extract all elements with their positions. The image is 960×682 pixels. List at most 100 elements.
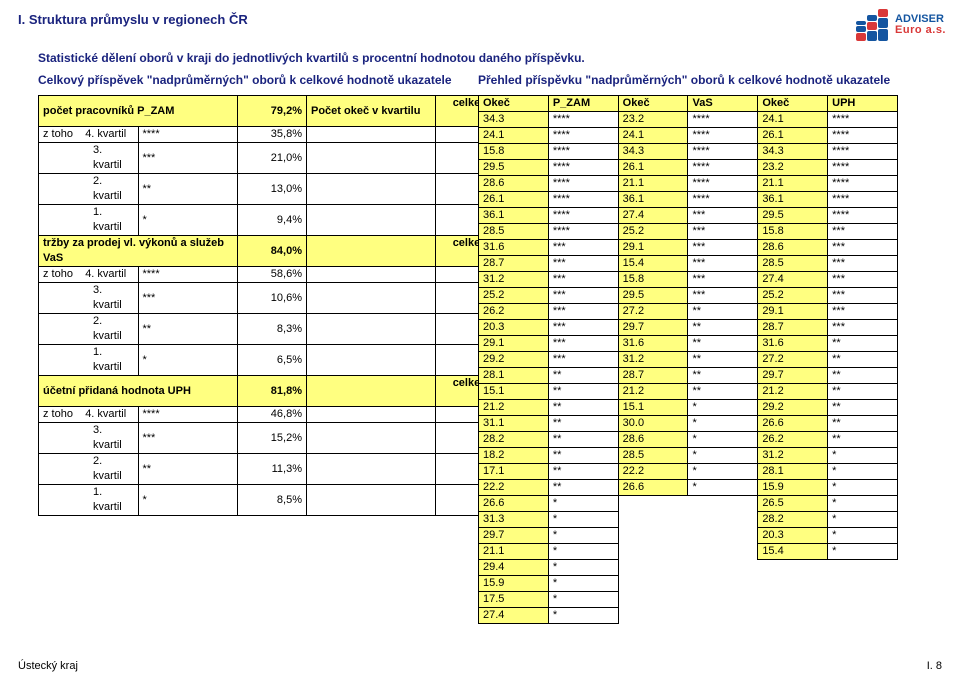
rt-cell: 29.2 <box>758 400 828 416</box>
rt-cell: 26.1 <box>479 192 549 208</box>
rt-cell <box>618 576 688 592</box>
lt-row-stars: ** <box>138 314 238 345</box>
lt-row-stars: **** <box>138 267 238 283</box>
rt-cell: ** <box>548 368 618 384</box>
rt-cell: 18.2 <box>479 448 549 464</box>
lt-row-stars: * <box>138 485 238 516</box>
rt-cell: **** <box>688 160 758 176</box>
lt-row-pct: 21,0% <box>238 143 307 174</box>
rt-cell: 30.0 <box>618 416 688 432</box>
rt-cell: ** <box>548 464 618 480</box>
lt-row-pct: 13,0% <box>238 174 307 205</box>
rt-cell: 15.9 <box>758 480 828 496</box>
rt-cell: **** <box>828 128 898 144</box>
rt-cell: 28.2 <box>479 432 549 448</box>
lt-row-desc <box>307 205 436 236</box>
lt-row-label: 3. kvartil <box>39 423 139 454</box>
rt-cell: ** <box>548 416 618 432</box>
rt-cell: *** <box>688 208 758 224</box>
rt-cell: 31.6 <box>479 240 549 256</box>
rt-cell: 26.6 <box>618 480 688 496</box>
lt-row-label: 2. kvartil <box>39 454 139 485</box>
lt-row-desc <box>307 407 436 423</box>
lt-row-stars: *** <box>138 143 238 174</box>
rt-cell: *** <box>548 352 618 368</box>
rt-cell: 31.6 <box>618 336 688 352</box>
rt-cell: *** <box>828 320 898 336</box>
lt-row-stars: * <box>138 205 238 236</box>
subtitle: Statistické dělení oborů v kraji do jedn… <box>38 51 942 65</box>
rt-cell: 28.1 <box>758 464 828 480</box>
rt-cell: **** <box>548 224 618 240</box>
rt-cell: 28.7 <box>758 320 828 336</box>
rt-cell: 31.2 <box>618 352 688 368</box>
rt-cell: *** <box>548 320 618 336</box>
rt-cell: ** <box>688 304 758 320</box>
rt-cell: 24.1 <box>758 112 828 128</box>
rt-header: Okeč <box>618 96 688 112</box>
rt-cell: * <box>548 528 618 544</box>
rt-cell: ** <box>688 352 758 368</box>
rt-cell: 24.1 <box>479 128 549 144</box>
rt-cell: **** <box>828 176 898 192</box>
rt-cell: **** <box>688 192 758 208</box>
rt-cell: 20.3 <box>758 528 828 544</box>
rt-cell: 26.2 <box>479 304 549 320</box>
lt-row-pct: 11,3% <box>238 454 307 485</box>
rt-cell: **** <box>688 176 758 192</box>
lt-row-label: 2. kvartil <box>39 174 139 205</box>
lt-row-desc <box>307 174 436 205</box>
rt-cell: 31.2 <box>479 272 549 288</box>
lt-row-pct: 10,6% <box>238 283 307 314</box>
rt-cell: 26.6 <box>479 496 549 512</box>
lt-row-desc <box>307 485 436 516</box>
rt-cell <box>828 576 898 592</box>
lt-row-desc <box>307 283 436 314</box>
rt-cell: 15.8 <box>618 272 688 288</box>
rt-cell: 21.1 <box>758 176 828 192</box>
rt-cell: 15.4 <box>758 544 828 560</box>
rt-cell <box>688 608 758 624</box>
lt-row-label: 3. kvartil <box>39 143 139 174</box>
rt-cell: 28.6 <box>479 176 549 192</box>
rt-cell: **** <box>688 112 758 128</box>
rt-cell: ** <box>688 336 758 352</box>
lt-group-pct: 84,0% <box>238 236 307 267</box>
rt-cell: * <box>548 592 618 608</box>
lt-row-desc <box>307 345 436 376</box>
lt-row-desc <box>307 314 436 345</box>
lt-group-desc <box>307 236 436 267</box>
rt-cell: * <box>688 432 758 448</box>
lt-row-label: 1. kvartil <box>39 205 139 236</box>
rt-cell: 26.1 <box>618 160 688 176</box>
lt-row-label: 2. kvartil <box>39 314 139 345</box>
lt-row-pct: 9,4% <box>238 205 307 236</box>
rt-cell: 31.2 <box>758 448 828 464</box>
rt-cell <box>618 608 688 624</box>
rt-header: Okeč <box>479 96 549 112</box>
rt-cell: **** <box>548 160 618 176</box>
rt-cell: ** <box>548 400 618 416</box>
rt-cell: **** <box>828 112 898 128</box>
rt-cell: **** <box>548 208 618 224</box>
lt-row-stars: *** <box>138 423 238 454</box>
right-caption: Přehled příspěvku "nadprůměrných" oborů … <box>478 73 890 87</box>
rt-cell <box>618 512 688 528</box>
rt-cell <box>828 608 898 624</box>
rt-cell: * <box>548 608 618 624</box>
rt-cell: 28.5 <box>618 448 688 464</box>
rt-cell: 29.5 <box>758 208 828 224</box>
lt-group-pct: 81,8% <box>238 376 307 407</box>
rt-cell: **** <box>828 192 898 208</box>
rt-cell: *** <box>688 256 758 272</box>
lt-group-pct: 79,2% <box>238 96 307 127</box>
lt-group-label: počet pracovníků P_ZAM <box>39 96 238 127</box>
rt-cell <box>758 608 828 624</box>
rt-cell: ** <box>688 384 758 400</box>
rt-cell: * <box>548 544 618 560</box>
rt-cell: 28.5 <box>479 224 549 240</box>
rt-cell: 20.3 <box>479 320 549 336</box>
rt-cell: * <box>828 544 898 560</box>
lt-row-pct: 15,2% <box>238 423 307 454</box>
lt-row-pct: 46,8% <box>238 407 307 423</box>
